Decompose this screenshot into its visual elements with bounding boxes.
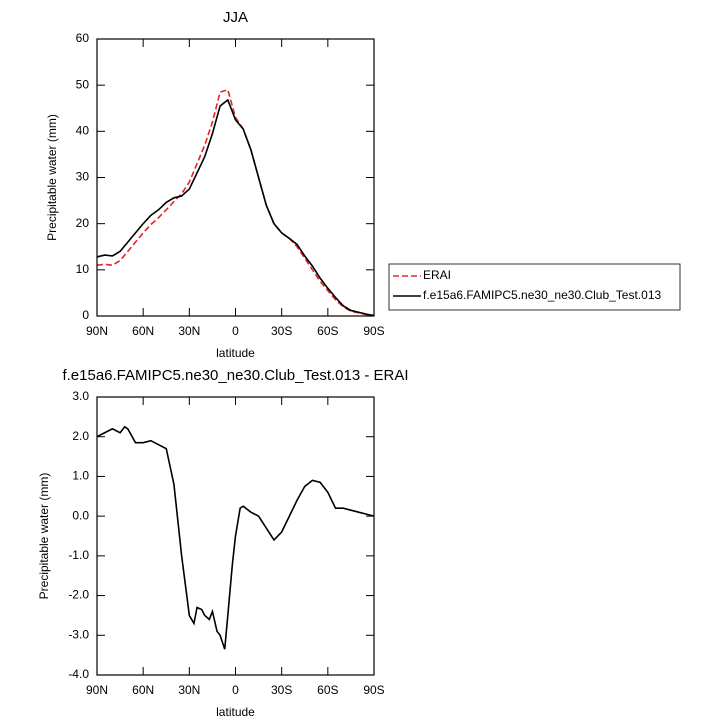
y-tick-label: 0: [82, 308, 89, 322]
x-tick-label: 30N: [178, 683, 200, 697]
x-tick-label: 90N: [86, 683, 108, 697]
y-tick-label: 50: [76, 77, 90, 91]
x-tick-label: 60S: [317, 324, 338, 338]
y-tick-label: 10: [76, 262, 90, 276]
chart-title: f.e15a6.FAMIPC5.ne30_ne30.Club_Test.013 …: [62, 367, 408, 384]
x-tick-label: 60S: [317, 683, 338, 697]
x-tick-label: 60N: [132, 324, 154, 338]
x-tick-label: 30S: [271, 324, 292, 338]
legend-box: [388, 263, 681, 311]
x-tick-label: 30S: [271, 683, 292, 697]
legend-label: f.e15a6.FAMIPC5.ne30_ne30.Club_Test.013: [423, 288, 661, 302]
y-tick-label: -4.0: [68, 667, 89, 681]
x-tick-label: 60N: [132, 683, 154, 697]
y-axis-label: Precipitable water (mm): [45, 114, 59, 241]
plot-frame: [96, 396, 375, 676]
data-line: [96, 88, 375, 317]
y-tick-label: 2.0: [72, 429, 89, 443]
data-line: [96, 98, 375, 317]
plot-frame: [96, 38, 375, 317]
x-tick-label: 0: [232, 324, 239, 338]
y-tick-label: -2.0: [68, 588, 89, 602]
y-axis-label: Precipitable water (mm): [37, 473, 51, 600]
legend-label: ERAI: [423, 268, 451, 282]
chart-title: JJA: [223, 9, 248, 26]
y-tick-label: -1.0: [68, 548, 89, 562]
x-axis-label: latitude: [216, 705, 255, 719]
y-tick-label: 1.0: [72, 469, 89, 483]
y-tick-label: 30: [76, 170, 90, 184]
y-tick-label: 20: [76, 216, 90, 230]
y-tick-label: 0.0: [72, 508, 89, 522]
y-tick-label: 40: [76, 124, 90, 138]
data-line: [96, 425, 375, 650]
y-tick-label: 3.0: [72, 389, 89, 403]
x-axis-label: latitude: [216, 346, 255, 360]
y-tick-label: 60: [76, 31, 90, 45]
x-tick-label: 90S: [363, 324, 384, 338]
x-tick-label: 90N: [86, 324, 108, 338]
x-tick-label: 0: [232, 683, 239, 697]
y-tick-label: -3.0: [68, 627, 89, 641]
x-tick-label: 90S: [363, 683, 384, 697]
x-tick-label: 30N: [178, 324, 200, 338]
